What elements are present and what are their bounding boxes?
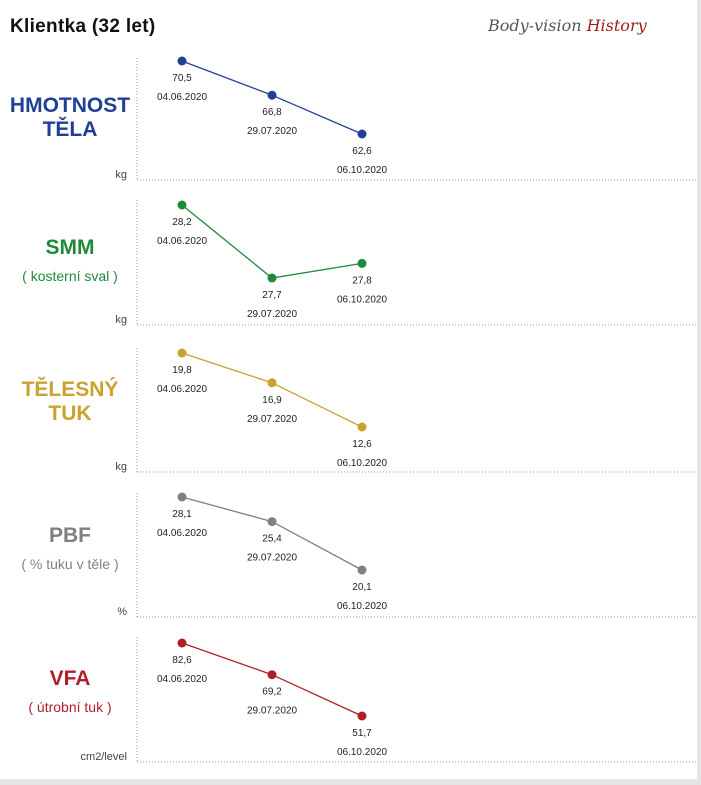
panel-subtitle: ( % tuku v těle ) — [21, 556, 119, 572]
date-label: 04.06.2020 — [157, 92, 207, 103]
date-label: 04.06.2020 — [157, 528, 207, 539]
date-label: 29.07.2020 — [247, 309, 297, 320]
data-point — [357, 129, 367, 139]
data-value-label: 27,8 — [352, 275, 372, 286]
data-value-label: 51,7 — [352, 728, 372, 739]
data-point — [177, 638, 187, 648]
data-point — [267, 378, 277, 388]
data-point — [177, 492, 187, 502]
data-point — [177, 348, 187, 358]
date-label: 06.10.2020 — [337, 294, 387, 305]
data-point — [267, 517, 277, 527]
data-value-label: 62,6 — [352, 146, 372, 157]
data-point — [177, 56, 187, 66]
data-value-label: 66,8 — [262, 107, 282, 118]
panel-label: TĚLESNÝ TUK — [0, 378, 140, 426]
data-value-label: 12,6 — [352, 439, 372, 450]
panel-title: SMM — [45, 236, 95, 259]
brand-name: Body-vision — [488, 16, 587, 35]
date-label: 04.06.2020 — [157, 674, 207, 685]
data-value-label: 19,8 — [172, 365, 192, 376]
data-point — [267, 273, 277, 283]
data-point — [357, 258, 367, 268]
page-title: Klientka (32 let) — [10, 16, 156, 37]
panel-title: HMOTNOST — [9, 94, 131, 117]
series-line — [181, 204, 363, 279]
data-point — [267, 670, 277, 680]
panel-subtitle: ( kosterní sval ) — [22, 268, 118, 284]
date-label: 06.10.2020 — [337, 165, 387, 176]
date-label: 06.10.2020 — [337, 458, 387, 469]
data-point — [177, 200, 187, 210]
data-value-label: 20,1 — [352, 582, 372, 593]
panel-subtitle: ( útrobní tuk ) — [28, 699, 112, 715]
panel-title: TĚLESNÝ — [21, 378, 119, 401]
data-point — [357, 565, 367, 575]
brand-logo: Body-vision History — [488, 16, 647, 35]
panel-title: VFA — [49, 667, 91, 690]
date-label: 06.10.2020 — [337, 747, 387, 758]
panel-label: SMM ( kosterní sval ) — [0, 236, 140, 286]
data-value-label: 25,4 — [262, 534, 282, 545]
data-value-label: 27,7 — [262, 290, 282, 301]
data-value-label: 28,2 — [172, 217, 192, 228]
data-point — [357, 422, 367, 432]
panel-title: PBF — [49, 524, 91, 547]
data-point — [357, 711, 367, 721]
date-label: 29.07.2020 — [247, 553, 297, 564]
data-value-label: 70,5 — [172, 73, 192, 84]
unit-label: kg — [115, 314, 127, 326]
date-label: 29.07.2020 — [247, 414, 297, 425]
date-label: 04.06.2020 — [157, 236, 207, 247]
data-value-label: 16,9 — [262, 395, 282, 406]
date-label: 06.10.2020 — [337, 601, 387, 612]
unit-label: cm2/level — [80, 751, 127, 763]
unit-label: kg — [115, 461, 127, 473]
panel-title: TUK — [48, 402, 92, 425]
date-label: 29.07.2020 — [247, 706, 297, 717]
data-point — [267, 90, 277, 100]
panel-label: VFA ( útrobní tuk ) — [0, 667, 140, 717]
date-label: 04.06.2020 — [157, 384, 207, 395]
data-value-label: 28,1 — [172, 509, 192, 520]
data-value-label: 82,6 — [172, 655, 192, 666]
panel-label: HMOTNOST TĚLA — [0, 94, 140, 142]
unit-label: % — [117, 606, 127, 618]
panel-label: PBF ( % tuku v těle ) — [0, 524, 140, 574]
data-value-label: 69,2 — [262, 687, 282, 698]
unit-label: kg — [115, 169, 127, 181]
brand-history: History — [586, 16, 647, 35]
panel-title: TĚLA — [42, 118, 98, 141]
date-label: 29.07.2020 — [247, 126, 297, 137]
